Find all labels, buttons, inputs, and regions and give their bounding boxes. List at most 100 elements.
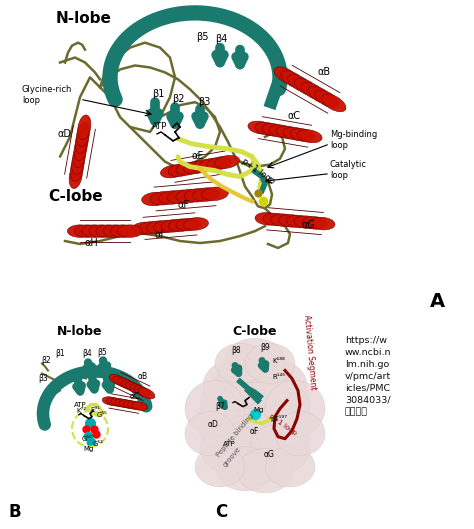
Text: A: A — [430, 293, 445, 312]
Text: β3: β3 — [198, 97, 210, 107]
Ellipse shape — [110, 398, 127, 407]
Ellipse shape — [308, 86, 332, 104]
Ellipse shape — [197, 391, 273, 456]
Text: αF: αF — [178, 200, 190, 211]
Text: p+1 loop: p+1 loop — [268, 414, 298, 437]
Text: β2: β2 — [172, 94, 184, 104]
Text: ATP: ATP — [223, 441, 236, 446]
Text: β7: β7 — [215, 402, 225, 411]
Text: αG: αG — [302, 220, 316, 230]
Text: αC: αC — [288, 111, 301, 121]
Ellipse shape — [138, 388, 155, 399]
Ellipse shape — [161, 165, 185, 178]
Ellipse shape — [183, 217, 209, 230]
Ellipse shape — [126, 382, 143, 393]
Ellipse shape — [130, 384, 146, 395]
Text: C: C — [215, 503, 227, 521]
Ellipse shape — [176, 189, 203, 203]
Ellipse shape — [294, 78, 319, 96]
Ellipse shape — [215, 343, 265, 384]
Text: Catalytic: Catalytic — [330, 160, 367, 169]
Text: αD: αD — [58, 129, 72, 139]
Text: loop: loop — [330, 170, 348, 179]
Ellipse shape — [67, 225, 92, 238]
Ellipse shape — [297, 130, 322, 143]
Ellipse shape — [283, 127, 308, 140]
Ellipse shape — [215, 156, 239, 168]
Ellipse shape — [248, 121, 273, 134]
Ellipse shape — [107, 397, 122, 406]
Text: C-lobe: C-lobe — [48, 189, 103, 204]
Ellipse shape — [169, 219, 194, 232]
Ellipse shape — [200, 363, 310, 444]
Ellipse shape — [142, 192, 169, 206]
Ellipse shape — [294, 216, 319, 229]
Ellipse shape — [288, 75, 312, 92]
Ellipse shape — [161, 220, 186, 232]
Text: β9: β9 — [260, 343, 270, 352]
Text: αC: αC — [130, 391, 140, 400]
Ellipse shape — [310, 217, 335, 230]
Ellipse shape — [250, 424, 310, 474]
Ellipse shape — [128, 401, 144, 409]
Ellipse shape — [119, 400, 135, 408]
Ellipse shape — [102, 397, 118, 405]
Ellipse shape — [255, 213, 280, 225]
Text: pT¹⁹⁷: pT¹⁹⁷ — [270, 415, 287, 422]
Ellipse shape — [69, 164, 82, 188]
Text: αF: αF — [250, 427, 259, 436]
Text: N-lobe: N-lobe — [57, 325, 103, 339]
Ellipse shape — [150, 191, 177, 205]
Text: C-lobe: C-lobe — [233, 325, 277, 339]
Text: β8: β8 — [231, 346, 241, 355]
Text: E⁹¹: E⁹¹ — [90, 407, 100, 413]
Ellipse shape — [315, 90, 339, 108]
Ellipse shape — [184, 188, 211, 202]
Ellipse shape — [115, 399, 131, 407]
Ellipse shape — [191, 159, 216, 172]
Ellipse shape — [118, 225, 143, 238]
Text: Mg: Mg — [253, 407, 264, 413]
Ellipse shape — [274, 67, 298, 85]
Ellipse shape — [103, 225, 128, 238]
Ellipse shape — [113, 376, 130, 387]
Ellipse shape — [185, 412, 235, 456]
Ellipse shape — [210, 414, 300, 484]
Ellipse shape — [225, 339, 285, 382]
Ellipse shape — [262, 124, 287, 136]
Ellipse shape — [176, 218, 201, 231]
Ellipse shape — [275, 412, 325, 456]
Text: K¹⁸⁸: K¹⁸⁸ — [272, 359, 285, 364]
Ellipse shape — [245, 343, 295, 384]
Text: Mg: Mg — [83, 446, 93, 452]
Ellipse shape — [146, 221, 172, 233]
Text: β2: β2 — [41, 357, 51, 366]
Ellipse shape — [290, 129, 315, 142]
Text: https://w
ww.ncbi.n
lm.nih.go
v/pmc/art
icles/PMC
3084033/
より引用: https://w ww.ncbi.n lm.nih.go v/pmc/art … — [345, 336, 392, 416]
Ellipse shape — [132, 402, 148, 411]
Text: αB: αB — [318, 67, 331, 77]
Ellipse shape — [167, 190, 194, 204]
Ellipse shape — [75, 129, 89, 153]
Ellipse shape — [269, 125, 294, 138]
Ellipse shape — [255, 122, 280, 135]
Text: Peptide binding: Peptide binding — [215, 412, 255, 458]
Ellipse shape — [237, 391, 313, 456]
Ellipse shape — [265, 380, 325, 437]
Text: Activation Segment: Activation Segment — [302, 315, 318, 390]
Ellipse shape — [281, 71, 305, 88]
Ellipse shape — [217, 352, 293, 408]
Ellipse shape — [73, 143, 86, 168]
Text: αD: αD — [208, 419, 219, 428]
Ellipse shape — [193, 188, 220, 202]
Ellipse shape — [237, 449, 293, 493]
Text: G⁵²: G⁵² — [93, 441, 104, 446]
Ellipse shape — [131, 222, 157, 235]
Text: loop: loop — [330, 141, 348, 150]
Ellipse shape — [168, 163, 193, 177]
Ellipse shape — [286, 215, 311, 228]
Text: β4: β4 — [215, 34, 228, 44]
Ellipse shape — [154, 220, 179, 233]
Text: ATP: ATP — [152, 122, 167, 131]
Text: ATP: ATP — [74, 402, 87, 408]
